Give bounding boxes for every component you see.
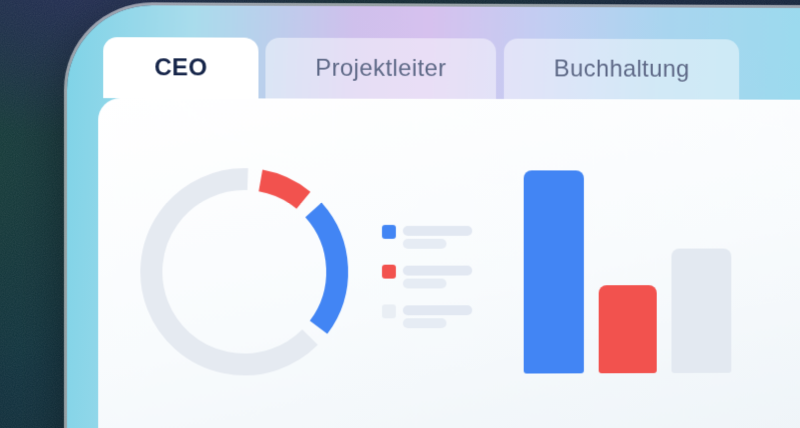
legend-item	[381, 264, 491, 289]
legend-text-placeholder	[402, 278, 447, 289]
donut-segment-blue	[313, 210, 337, 328]
legend-item	[381, 304, 491, 329]
legend-text-placeholder	[402, 318, 447, 329]
legend-swatch-gray	[381, 304, 396, 319]
bar-chart	[523, 170, 732, 374]
tab-projektleiter-label: Projektleiter	[315, 54, 447, 82]
donut-segment-red	[261, 181, 304, 201]
donut-segment-track	[151, 179, 310, 365]
legend-text-placeholder	[402, 225, 473, 236]
bar-blue	[523, 170, 584, 374]
dashboard-card: CEO Projektleiter Buchhaltung	[67, 5, 800, 428]
legend-swatch-red	[381, 264, 396, 279]
tab-ceo[interactable]: CEO	[103, 37, 259, 99]
chart-legend	[381, 224, 491, 342]
tab-buchhaltung-label: Buchhaltung	[553, 55, 690, 83]
tab-ceo-label: CEO	[154, 53, 208, 81]
bar-red	[598, 285, 657, 374]
legend-text-placeholder	[402, 305, 473, 316]
dashboard-body	[98, 98, 800, 428]
legend-swatch-blue	[381, 224, 396, 239]
legend-text-placeholder	[402, 265, 473, 276]
bar-gray	[671, 248, 732, 374]
tab-buchhaltung[interactable]: Buchhaltung	[503, 38, 740, 100]
legend-text-placeholder	[402, 238, 447, 249]
donut-chart	[133, 161, 355, 383]
tab-projektleiter[interactable]: Projektleiter	[265, 37, 497, 99]
legend-item	[381, 224, 491, 249]
